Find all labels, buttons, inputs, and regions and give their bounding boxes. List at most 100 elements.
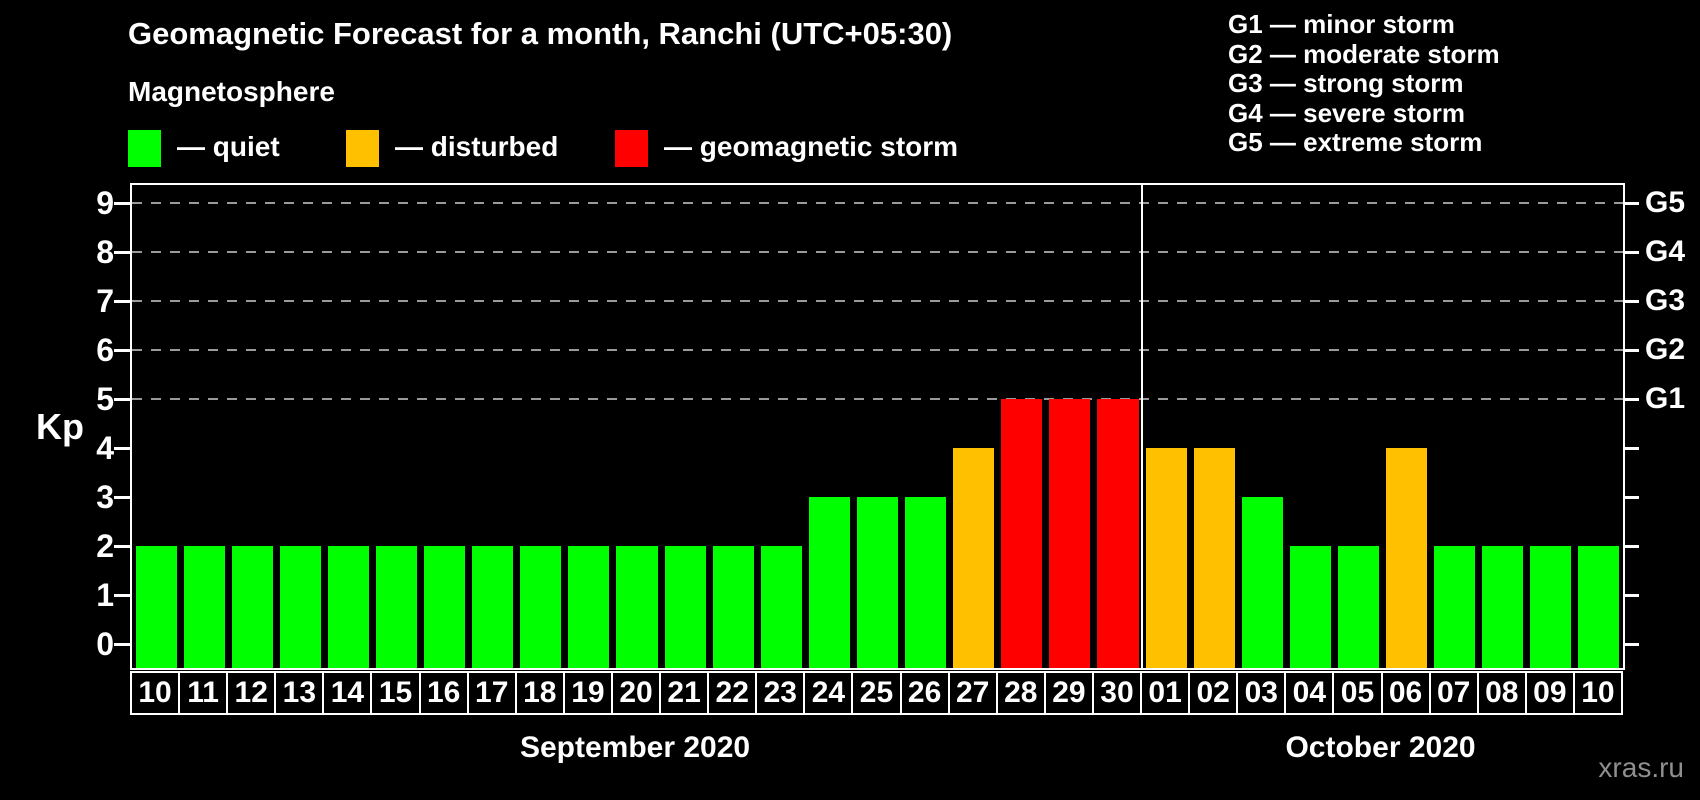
kp-bar xyxy=(1578,546,1620,668)
day-label-box: 18 xyxy=(514,671,565,715)
month-label-september: September 2020 xyxy=(519,731,751,764)
left-axis-tick xyxy=(114,398,130,401)
g-level-label: G5 xyxy=(1645,186,1686,219)
kp-bar xyxy=(472,546,514,668)
left-axis-tick xyxy=(114,349,130,352)
kp-tick-label: 1 xyxy=(96,577,114,613)
legend-label: — quiet xyxy=(177,131,280,162)
day-label-box: 06 xyxy=(1380,671,1431,715)
day-label-box: 09 xyxy=(1524,671,1575,715)
day-label-box: 24 xyxy=(803,671,854,715)
kp-bar xyxy=(1145,448,1187,668)
kp-tick-label: 6 xyxy=(96,332,114,368)
gridline-kp5 xyxy=(132,398,1623,400)
day-label-box: 14 xyxy=(322,671,373,715)
kp-bar xyxy=(712,546,754,668)
day-label-box: 05 xyxy=(1332,671,1383,715)
day-label-box: 08 xyxy=(1476,671,1527,715)
day-label-box: 07 xyxy=(1428,671,1479,715)
g4-legend-line: G4 — severe storm xyxy=(1228,97,1466,128)
day-label-box: 23 xyxy=(755,671,806,715)
day-label-box: 22 xyxy=(707,671,758,715)
legend-label: — disturbed xyxy=(395,131,559,162)
day-label-box: 25 xyxy=(851,671,902,715)
kp-bar xyxy=(1386,448,1428,668)
kp-bar xyxy=(1241,497,1283,668)
month-divider-line xyxy=(1141,185,1144,668)
watermark: xras.ru xyxy=(1598,752,1684,783)
kp-bar xyxy=(327,546,369,668)
kp-tick-label: 4 xyxy=(96,430,114,466)
kp-bar xyxy=(520,546,562,668)
kp-bar xyxy=(760,546,802,668)
right-axis-tick xyxy=(1625,496,1639,499)
g2-legend-line: G2 — moderate storm xyxy=(1228,38,1500,69)
right-axis-tick xyxy=(1625,300,1639,303)
day-label-box: 30 xyxy=(1091,671,1143,715)
day-label-box: 03 xyxy=(1236,671,1287,715)
day-label-box: 28 xyxy=(995,671,1046,715)
day-label-box: 17 xyxy=(466,671,517,715)
day-label-box: 10 xyxy=(130,671,181,715)
right-axis-tick xyxy=(1625,643,1639,646)
kp-bar xyxy=(616,546,658,668)
kp-bar xyxy=(1482,546,1524,668)
kp-bar xyxy=(1097,399,1139,668)
kp-tick-label: 9 xyxy=(96,185,114,221)
right-axis-tick xyxy=(1625,398,1639,401)
g-scale-legend: G1 — minor storm G2 — moderate storm G3 … xyxy=(1228,9,1500,158)
gridline-kp9 xyxy=(132,202,1623,204)
kp-bar xyxy=(953,448,995,668)
left-axis-tick xyxy=(114,496,130,499)
right-axis-tick xyxy=(1625,349,1639,352)
left-axis-tick xyxy=(114,545,130,548)
kp-bar xyxy=(1337,546,1379,668)
day-label-box: 21 xyxy=(659,671,710,715)
kp-bar xyxy=(568,546,610,668)
plot-area xyxy=(130,183,1625,670)
g-level-label: G4 xyxy=(1645,235,1686,268)
g-level-label: G3 xyxy=(1645,284,1686,317)
legend-label: — geomagnetic storm xyxy=(664,131,959,162)
g-level-label: G1 xyxy=(1645,382,1686,415)
kp-bar xyxy=(664,546,706,668)
kp-bar xyxy=(1049,399,1091,668)
day-label-box: 16 xyxy=(418,671,469,715)
y-axis-label-kp: Kp xyxy=(36,406,84,447)
day-label-box: 29 xyxy=(1043,671,1094,715)
storm-color-swatch xyxy=(615,130,648,167)
left-axis-tick xyxy=(114,447,130,450)
right-axis-tick xyxy=(1625,251,1639,254)
kp-bar xyxy=(279,546,321,668)
kp-tick-label: 5 xyxy=(96,381,114,417)
left-axis-tick xyxy=(114,202,130,205)
day-label-box: 13 xyxy=(274,671,325,715)
day-label-box: 04 xyxy=(1284,671,1335,715)
kp-bar xyxy=(1193,448,1235,668)
kp-bar xyxy=(135,546,177,668)
right-axis-tick xyxy=(1625,594,1639,597)
day-label-box: 27 xyxy=(947,671,998,715)
kp-bar xyxy=(1434,546,1476,668)
kp-tick-label: 8 xyxy=(96,234,114,270)
kp-bar xyxy=(905,497,947,668)
day-label-box: 10 xyxy=(1572,671,1623,715)
left-axis-tick xyxy=(114,643,130,646)
day-label-box: 20 xyxy=(610,671,662,715)
disturbed-color-swatch xyxy=(346,130,379,167)
right-axis-tick xyxy=(1625,447,1639,450)
g5-legend-line: G5 — extreme storm xyxy=(1228,127,1483,157)
kp-tick-label: 7 xyxy=(96,283,114,319)
right-axis-tick xyxy=(1625,202,1639,205)
day-label-box: 19 xyxy=(562,671,613,715)
day-label-box: 11 xyxy=(178,671,229,715)
kp-bar xyxy=(183,546,225,668)
kp-bar xyxy=(375,546,418,668)
day-label-box: 12 xyxy=(226,671,277,715)
kp-bar xyxy=(1289,546,1331,668)
kp-tick-label: 2 xyxy=(96,528,114,564)
left-axis-tick xyxy=(114,594,130,597)
g3-legend-line: G3 — strong storm xyxy=(1228,68,1464,98)
right-axis-tick xyxy=(1625,545,1639,548)
